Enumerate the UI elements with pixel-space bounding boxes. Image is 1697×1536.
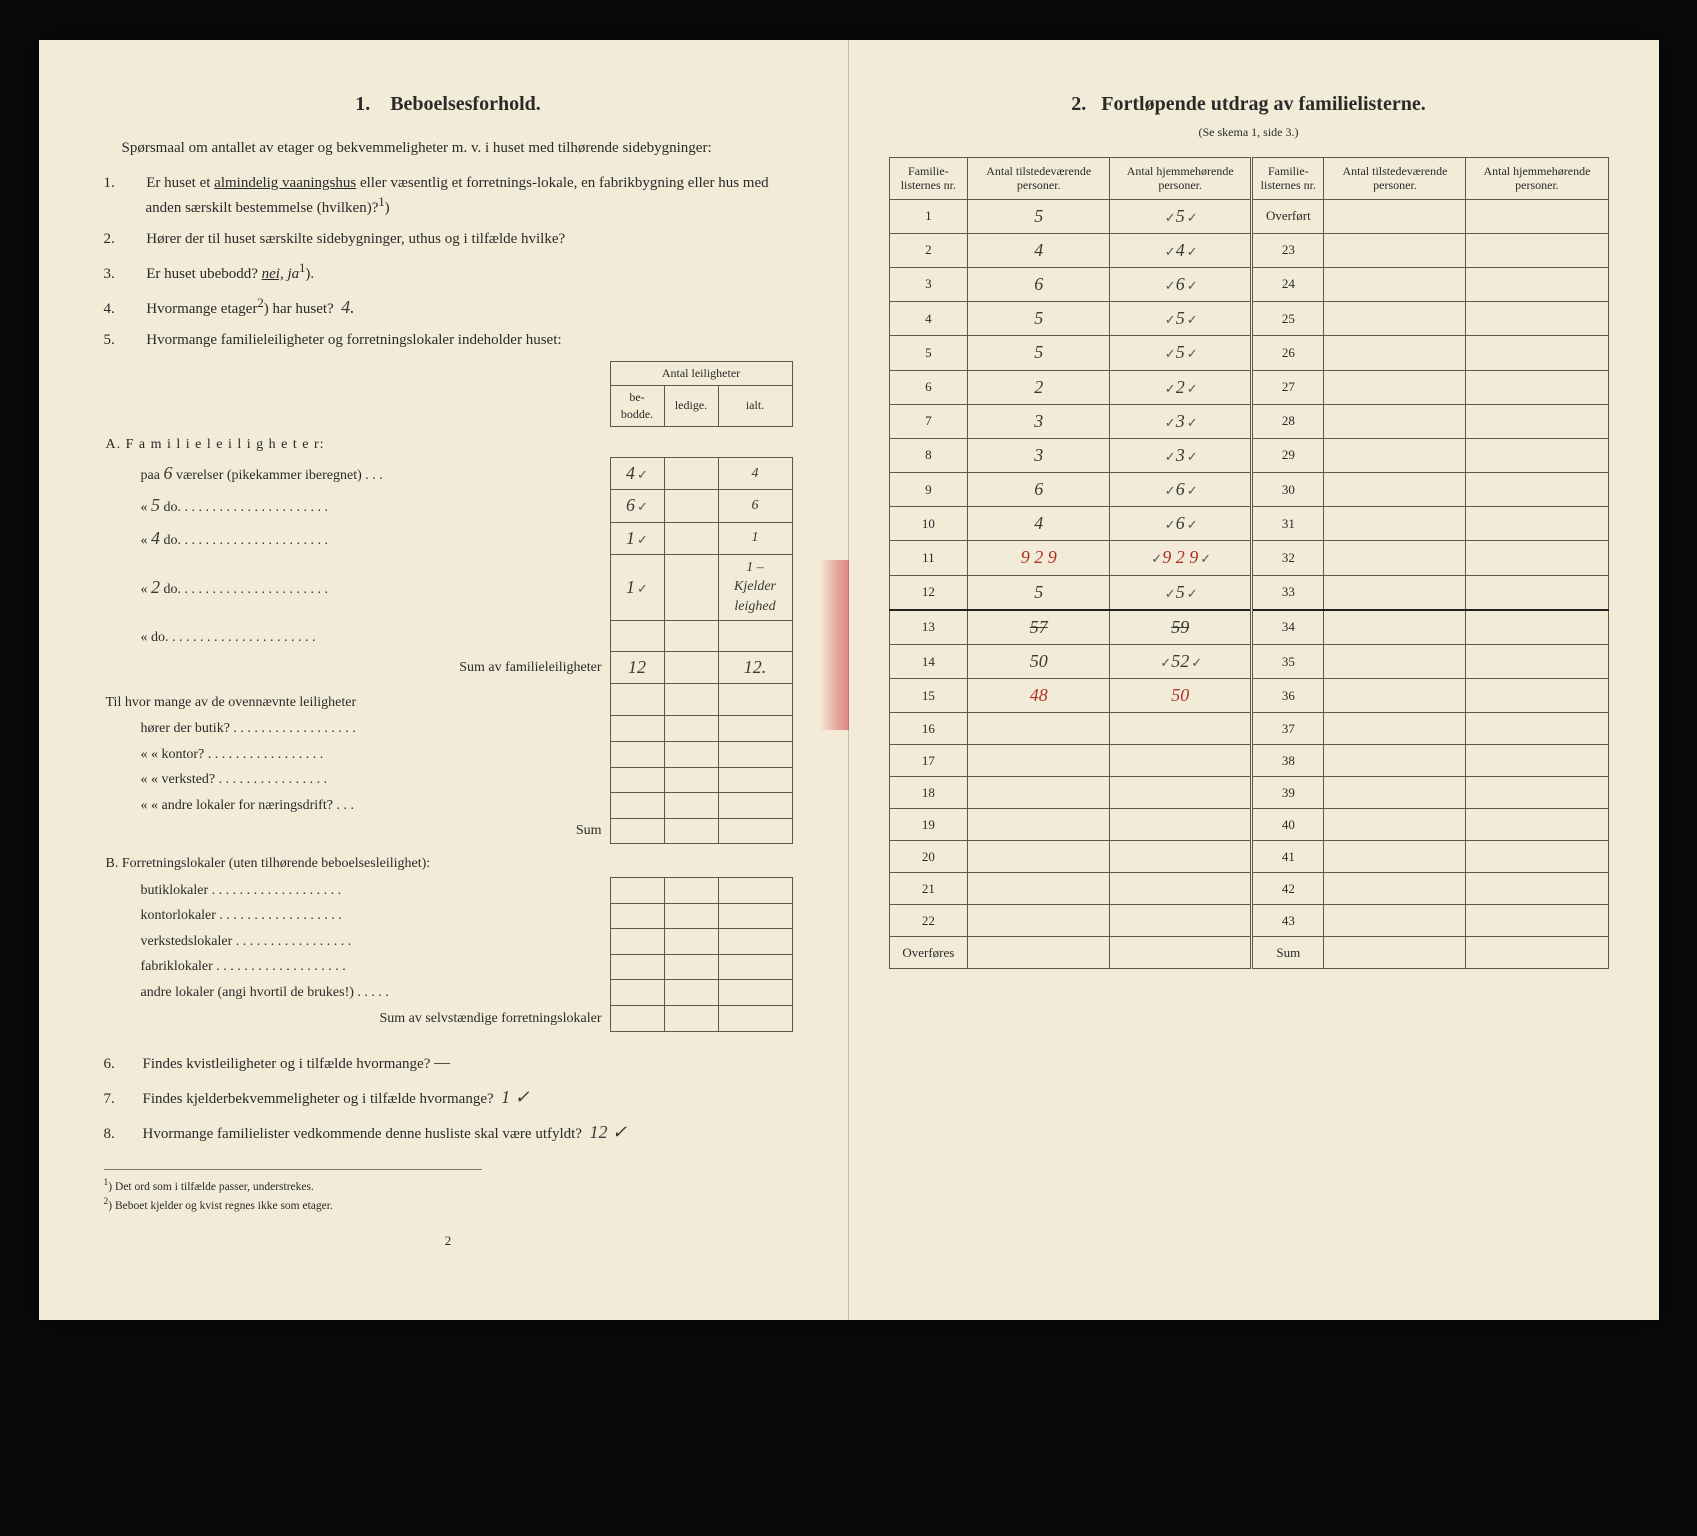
q7: 7.Findes kjelderbekvemmeligheter og i ti… [125, 1085, 793, 1110]
right-subnote: (Se skema 1, side 3.) [889, 124, 1609, 141]
left-section-title: Beboelsesforhold. [390, 93, 541, 115]
red-stain [820, 560, 850, 730]
questions-list: 1. Er huset et almindelig vaaningshus el… [104, 173, 793, 351]
q4: 4. Hvormange etager2) har huset? 4. [125, 295, 793, 320]
apartments-table: Antal leiligheter be- bodde. ledige. ial… [104, 361, 793, 1031]
page-number: 2 [104, 1232, 793, 1250]
left-page: 1. Beboelsesforhold. Spørsmaal om antall… [39, 40, 849, 1320]
q2: 2. Hører der til huset særskilte sidebyg… [125, 229, 793, 250]
questions-list-2: 6.Findes kvistleiligheter og i tilfælde … [104, 1050, 793, 1146]
right-page: 2. Fortløpende utdrag av familielisterne… [849, 40, 1659, 1320]
q1: 1. Er huset et almindelig vaaningshus el… [125, 173, 793, 219]
left-section-no: 1. [355, 93, 370, 115]
section-A-label: A. F a m i l i e l e i l i g h e t e r: [106, 437, 325, 452]
section-B-label: B. Forretningslokaler (uten tilhørende b… [104, 844, 793, 878]
family-list-table: Familie- listernes nr. Antal tilstedevær… [889, 157, 1609, 970]
intro-text: Spørsmaal om antallet av etager og bekve… [104, 138, 793, 159]
q5: 5. Hvormange familieleiligheter og forre… [125, 330, 793, 351]
q8: 8.Hvormange familielister vedkommende de… [125, 1120, 793, 1145]
right-heading: 2. Fortløpende utdrag av familielisterne… [889, 90, 1609, 118]
q3: 3. Er huset ubebodd? nei, ja1). [125, 260, 793, 285]
q6: 6.Findes kvistleiligheter og i tilfælde … [125, 1050, 793, 1075]
left-heading: 1. Beboelsesforhold. [104, 90, 793, 118]
footnotes: 1) Det ord som i tilfælde passer, unders… [104, 1169, 483, 1214]
q4-answer: 4. [341, 297, 355, 317]
book-spread: 1. Beboelsesforhold. Spørsmaal om antall… [39, 40, 1659, 1320]
